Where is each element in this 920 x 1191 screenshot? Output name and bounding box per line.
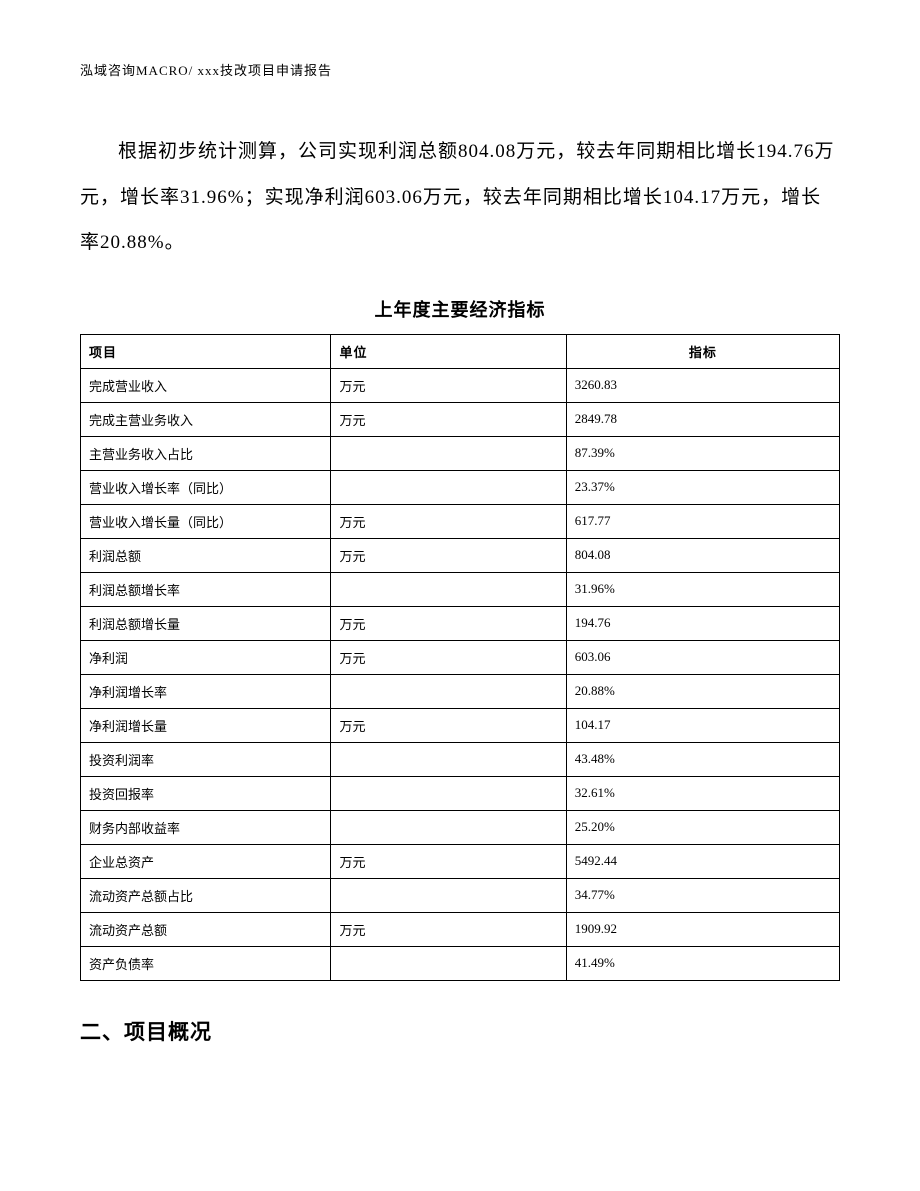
table-cell-unit: 万元 <box>331 504 566 538</box>
table-cell-item: 净利润 <box>81 640 331 674</box>
table-cell-item: 企业总资产 <box>81 844 331 878</box>
table-row: 净利润增长率 20.88% <box>81 674 840 708</box>
table-cell-value: 104.17 <box>566 708 839 742</box>
table-cell-item: 利润总额 <box>81 538 331 572</box>
table-row: 营业收入增长率（同比） 23.37% <box>81 470 840 504</box>
table-cell-unit <box>331 878 566 912</box>
table-cell-value: 194.76 <box>566 606 839 640</box>
table-cell-value: 603.06 <box>566 640 839 674</box>
table-cell-item: 营业收入增长量（同比） <box>81 504 331 538</box>
table-cell-item: 净利润增长率 <box>81 674 331 708</box>
table-title: 上年度主要经济指标 <box>80 296 840 322</box>
table-cell-item: 流动资产总额 <box>81 912 331 946</box>
section-heading: 二、项目概况 <box>80 1016 840 1046</box>
table-row: 流动资产总额万元1909.92 <box>81 912 840 946</box>
table-cell-unit: 万元 <box>331 402 566 436</box>
table-cell-value: 5492.44 <box>566 844 839 878</box>
table-cell-unit: 万元 <box>331 708 566 742</box>
table-cell-value: 34.77% <box>566 878 839 912</box>
table-cell-unit: 万元 <box>331 912 566 946</box>
table-row: 投资利润率 43.48% <box>81 742 840 776</box>
table-cell-value: 804.08 <box>566 538 839 572</box>
table-row: 主营业务收入占比 87.39% <box>81 436 840 470</box>
table-header-item: 项目 <box>81 334 331 368</box>
table-row: 利润总额增长率 31.96% <box>81 572 840 606</box>
table-row: 完成营业收入万元3260.83 <box>81 368 840 402</box>
table-cell-unit: 万元 <box>331 606 566 640</box>
table-cell-value: 2849.78 <box>566 402 839 436</box>
table-cell-value: 23.37% <box>566 470 839 504</box>
table-row: 投资回报率 32.61% <box>81 776 840 810</box>
table-cell-unit <box>331 810 566 844</box>
table-row: 完成主营业务收入万元2849.78 <box>81 402 840 436</box>
table-row: 企业总资产万元5492.44 <box>81 844 840 878</box>
table-cell-item: 投资回报率 <box>81 776 331 810</box>
table-cell-item: 利润总额增长量 <box>81 606 331 640</box>
table-row: 利润总额万元804.08 <box>81 538 840 572</box>
table-header-unit: 单位 <box>331 334 566 368</box>
body-paragraph: 根据初步统计测算，公司实现利润总额804.08万元，较去年同期相比增长194.7… <box>80 129 840 266</box>
table-cell-value: 87.39% <box>566 436 839 470</box>
table-cell-item: 财务内部收益率 <box>81 810 331 844</box>
table-cell-item: 营业收入增长率（同比） <box>81 470 331 504</box>
table-cell-value: 32.61% <box>566 776 839 810</box>
table-cell-unit: 万元 <box>331 640 566 674</box>
page-header: 泓域咨询MACRO/ xxx技改项目申请报告 <box>80 60 840 79</box>
table-row: 利润总额增长量万元194.76 <box>81 606 840 640</box>
table-row: 净利润万元603.06 <box>81 640 840 674</box>
table-cell-item: 资产负债率 <box>81 946 331 980</box>
table-cell-value: 617.77 <box>566 504 839 538</box>
table-row: 资产负债率 41.49% <box>81 946 840 980</box>
table-cell-item: 流动资产总额占比 <box>81 878 331 912</box>
table-row: 流动资产总额占比 34.77% <box>81 878 840 912</box>
table-cell-unit <box>331 470 566 504</box>
table-cell-unit <box>331 946 566 980</box>
table-cell-unit <box>331 436 566 470</box>
table-row: 财务内部收益率 25.20% <box>81 810 840 844</box>
table-cell-item: 完成主营业务收入 <box>81 402 331 436</box>
table-cell-item: 主营业务收入占比 <box>81 436 331 470</box>
table-cell-value: 25.20% <box>566 810 839 844</box>
table-cell-item: 净利润增长量 <box>81 708 331 742</box>
table-cell-unit: 万元 <box>331 538 566 572</box>
table-cell-value: 31.96% <box>566 572 839 606</box>
table-cell-value: 3260.83 <box>566 368 839 402</box>
table-cell-unit <box>331 742 566 776</box>
table-cell-item: 利润总额增长率 <box>81 572 331 606</box>
table-row: 营业收入增长量（同比）万元617.77 <box>81 504 840 538</box>
table-cell-value: 43.48% <box>566 742 839 776</box>
table-cell-unit <box>331 776 566 810</box>
table-cell-value: 20.88% <box>566 674 839 708</box>
table-cell-unit: 万元 <box>331 368 566 402</box>
economic-indicators-table: 项目 单位 指标 完成营业收入万元3260.83完成主营业务收入万元2849.7… <box>80 334 840 981</box>
table-cell-value: 41.49% <box>566 946 839 980</box>
table-cell-unit: 万元 <box>331 844 566 878</box>
table-cell-item: 投资利润率 <box>81 742 331 776</box>
table-cell-item: 完成营业收入 <box>81 368 331 402</box>
table-header-value: 指标 <box>566 334 839 368</box>
table-cell-unit <box>331 572 566 606</box>
table-cell-value: 1909.92 <box>566 912 839 946</box>
table-row: 净利润增长量万元104.17 <box>81 708 840 742</box>
table-cell-unit <box>331 674 566 708</box>
table-header-row: 项目 单位 指标 <box>81 334 840 368</box>
